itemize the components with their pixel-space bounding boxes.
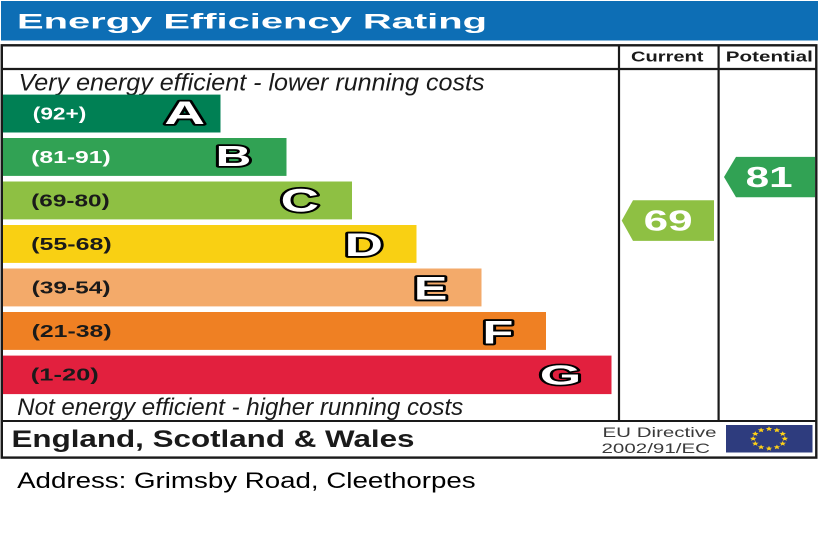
- svg-text:England, Scotland & Wales: England, Scotland & Wales: [12, 427, 415, 453]
- svg-text:Energy Efficiency Rating: Energy Efficiency Rating: [17, 9, 487, 33]
- svg-text:(39-54): (39-54): [32, 278, 111, 298]
- svg-text:B: B: [216, 140, 252, 173]
- svg-text:Potential: Potential: [726, 49, 813, 65]
- svg-text:Very energy efficient - lower: Very energy efficient - lower running co…: [19, 70, 485, 97]
- svg-text:2002/91/EC: 2002/91/EC: [602, 441, 711, 456]
- svg-text:(92+): (92+): [33, 104, 87, 124]
- svg-text:F: F: [483, 314, 514, 351]
- svg-text:C: C: [281, 182, 319, 218]
- svg-text:Current: Current: [631, 49, 704, 65]
- svg-text:(81-91): (81-91): [31, 147, 111, 167]
- svg-text:A: A: [164, 94, 205, 131]
- svg-text:Address: Grimsby Road, Cleetho: Address: Grimsby Road, Cleethorpes: [17, 468, 476, 493]
- svg-text:D: D: [345, 227, 383, 263]
- svg-text:EU Directive: EU Directive: [603, 425, 717, 440]
- svg-text:(55-68): (55-68): [31, 234, 112, 254]
- svg-text:(69-80): (69-80): [31, 191, 110, 211]
- svg-text:81: 81: [746, 162, 793, 194]
- svg-text:69: 69: [644, 206, 693, 238]
- svg-text:G: G: [540, 360, 581, 392]
- svg-text:E: E: [414, 270, 447, 306]
- svg-text:(1-20): (1-20): [31, 365, 99, 385]
- svg-text:(21-38): (21-38): [32, 321, 112, 341]
- svg-text:Not energy efficient - higher: Not energy efficient - higher running co…: [17, 394, 463, 421]
